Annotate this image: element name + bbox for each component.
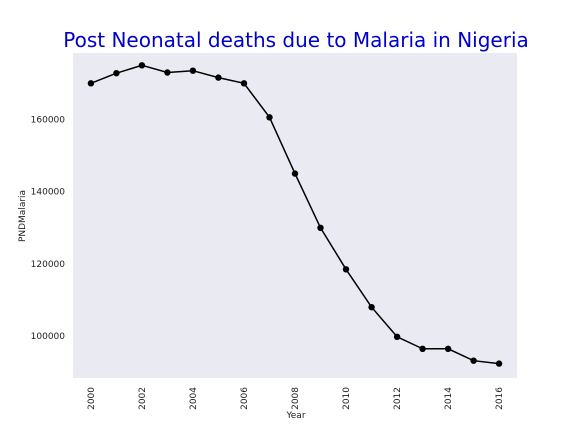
x-tick-label: 2002 [138,387,148,410]
data-point [139,62,145,68]
data-point [445,346,451,352]
x-axis-label: Year [285,411,305,421]
data-point [470,358,476,364]
y-axis-label: PNDMalaria [18,190,28,242]
x-tick-label: 2008 [291,387,301,410]
y-tick-label: 140000 [31,188,66,198]
data-point [190,68,196,74]
x-tick-label: 2016 [495,387,505,410]
x-tick-label: 2006 [240,387,250,410]
x-tick-label: 2014 [444,387,454,410]
data-point [394,334,400,340]
data-point [368,304,374,310]
data-point [113,70,119,76]
data-point [496,360,502,366]
chart-title: Post Neonatal deaths due to Malaria in N… [63,28,529,52]
data-point [317,225,323,231]
plot-area [73,53,517,378]
data-point [164,69,170,75]
data-point [343,266,349,272]
data-point [419,346,425,352]
y-tick-label: 120000 [31,260,66,270]
y-axis-ticks: 100000 120000 140000 160000 [31,115,66,342]
y-tick-label: 100000 [31,332,66,342]
data-point [215,74,221,80]
x-tick-label: 2000 [87,387,97,410]
x-axis-ticks: 2000 2002 2004 2006 2008 2010 2012 2014 2016 [87,387,505,410]
data-point [266,114,272,120]
data-point [88,80,94,86]
data-point [241,80,247,86]
data-point [292,170,298,176]
y-tick-label: 160000 [31,115,66,125]
x-tick-label: 2004 [189,387,199,410]
x-tick-label: 2010 [342,387,352,410]
x-tick-label: 2012 [393,387,403,410]
